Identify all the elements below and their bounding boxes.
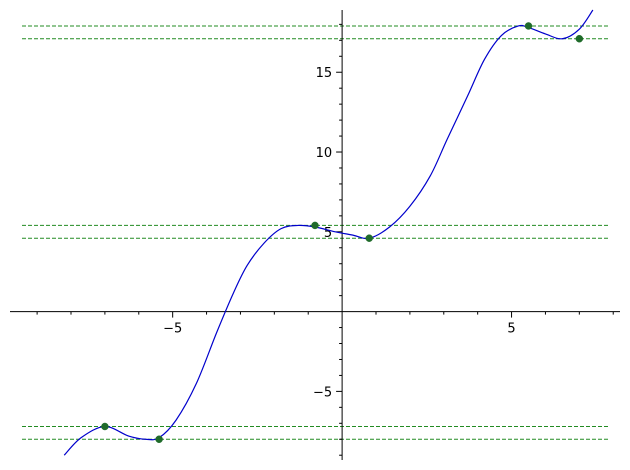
critical-point	[155, 435, 163, 444]
y-tick-label: −5	[313, 385, 332, 400]
axes: −5 5 −5 5 10 15	[10, 10, 620, 460]
points-layer	[101, 22, 584, 444]
reference-lines	[22, 25, 608, 440]
x-ticks: −5 5	[36, 311, 614, 337]
y-tick-label: 15	[316, 66, 333, 81]
critical-point	[365, 234, 373, 242]
y-tick-label: 5	[324, 226, 332, 241]
critical-point	[524, 22, 533, 30]
x-tick-label: 5	[507, 322, 515, 337]
y-ticks: −5 5 10 15	[313, 23, 343, 456]
critical-point	[575, 34, 584, 43]
critical-point	[101, 422, 109, 431]
y-tick-label: 10	[316, 146, 333, 161]
x-tick-label: −5	[163, 322, 182, 337]
critical-point	[311, 221, 319, 230]
